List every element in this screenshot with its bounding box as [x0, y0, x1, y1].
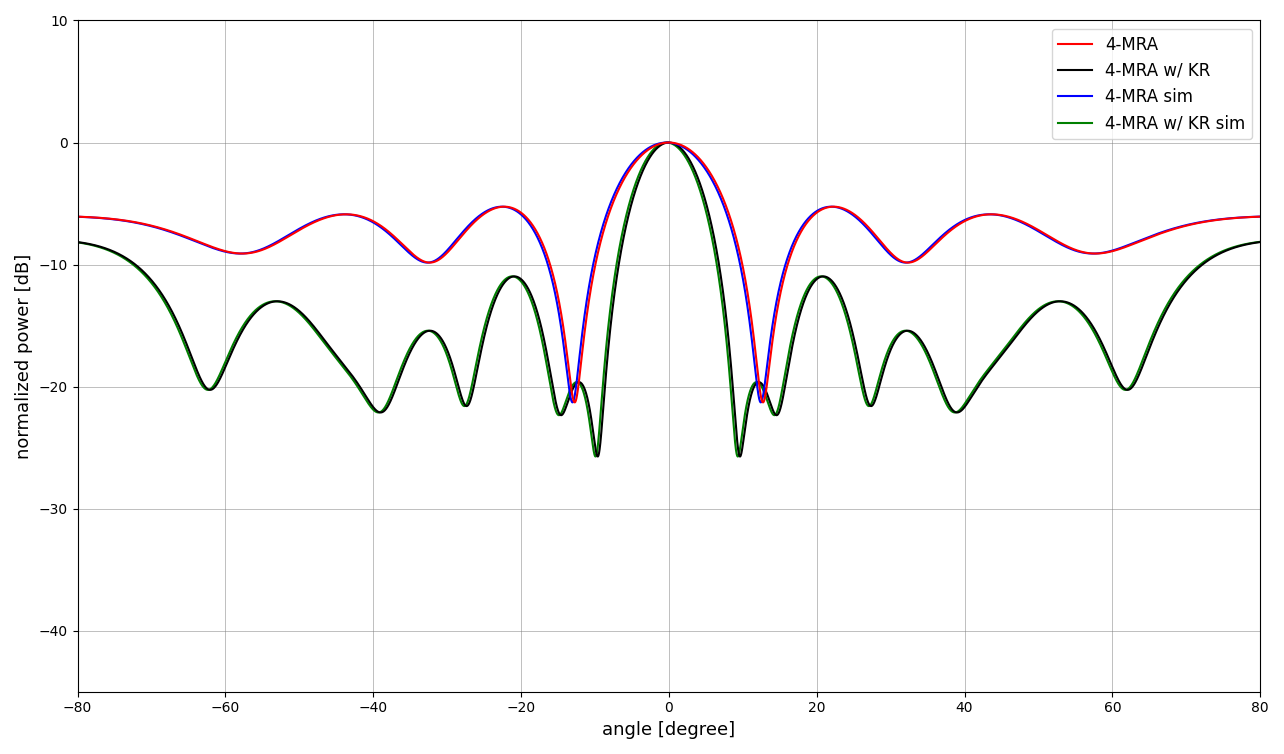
4-MRA sim: [659, 138, 674, 147]
4-MRA w/ KR: [591, 452, 606, 461]
4-MRA w/ KR sim: [865, 395, 881, 404]
Y-axis label: normalized power [dB]: normalized power [dB]: [15, 253, 33, 458]
4-MRA: [105, 214, 121, 223]
4-MRA w/ KR: [58, 236, 73, 245]
4-MRA sim: [0, 211, 12, 220]
4-MRA w/ KR sim: [891, 329, 907, 339]
4-MRA w/ KR sim: [1202, 253, 1217, 262]
4-MRA w/ KR: [865, 400, 881, 409]
X-axis label: angle [degree]: angle [degree]: [602, 721, 736, 739]
4-MRA: [58, 212, 73, 221]
4-MRA w/ KR: [891, 332, 907, 341]
Line: 4-MRA: 4-MRA: [4, 143, 1284, 403]
4-MRA w/ KR: [105, 247, 121, 256]
4-MRA sim: [137, 220, 153, 229]
4-MRA w/ KR sim: [731, 452, 746, 461]
4-MRA w/ KR sim: [0, 235, 12, 244]
4-MRA: [891, 255, 907, 264]
4-MRA sim: [565, 398, 580, 407]
4-MRA sim: [58, 212, 73, 221]
4-MRA w/ KR sim: [105, 247, 121, 256]
4-MRA sim: [1202, 216, 1217, 225]
4-MRA w/ KR: [1202, 255, 1217, 264]
Legend: 4-MRA, 4-MRA w/ KR, 4-MRA sim, 4-MRA w/ KR sim: 4-MRA, 4-MRA w/ KR, 4-MRA sim, 4-MRA w/ …: [1052, 29, 1252, 139]
4-MRA: [661, 138, 677, 147]
Line: 4-MRA w/ KR: 4-MRA w/ KR: [4, 143, 1284, 456]
4-MRA w/ KR: [0, 235, 12, 244]
4-MRA w/ KR sim: [137, 271, 153, 280]
4-MRA sim: [891, 256, 907, 265]
4-MRA: [137, 219, 153, 228]
4-MRA: [1202, 216, 1217, 225]
Line: 4-MRA sim: 4-MRA sim: [4, 143, 1284, 403]
4-MRA: [568, 398, 583, 407]
4-MRA: [0, 211, 12, 220]
Line: 4-MRA w/ KR sim: 4-MRA w/ KR sim: [4, 143, 1284, 456]
4-MRA sim: [865, 231, 881, 240]
4-MRA w/ KR: [661, 138, 677, 147]
4-MRA w/ KR: [137, 269, 153, 278]
4-MRA w/ KR sim: [659, 138, 674, 147]
4-MRA: [865, 228, 881, 237]
4-MRA sim: [105, 215, 121, 224]
4-MRA w/ KR sim: [58, 237, 73, 246]
